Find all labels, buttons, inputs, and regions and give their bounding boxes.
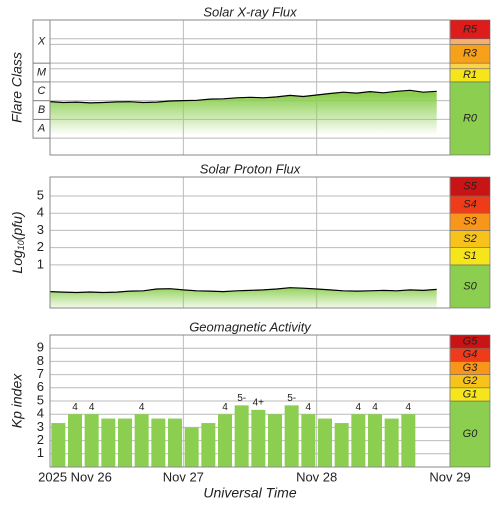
kp-bar: [384, 418, 399, 467]
scale-label: G2: [463, 375, 478, 387]
y-axis-label-part: (pfu): [9, 211, 25, 240]
scale-label: G1: [463, 388, 478, 400]
value-label: 4: [306, 402, 312, 413]
y-tick-label: 9: [37, 340, 44, 355]
kp-bar: [334, 423, 349, 467]
y-tick-label: 7: [37, 366, 44, 381]
y-tick-label: 3: [37, 419, 44, 434]
value-label: 4: [72, 402, 78, 413]
panel-title: Geomagnetic Activity: [189, 319, 312, 334]
y-tick-label: 2: [37, 432, 44, 447]
scale-band: [449, 81, 491, 156]
value-label: 4: [89, 402, 95, 413]
kp-bar: [84, 414, 99, 467]
scale-label: S1: [463, 250, 476, 262]
kp-bar: [234, 405, 249, 467]
scale-label: S3: [463, 216, 477, 228]
kp-bar: [118, 418, 132, 467]
x-tick-label: 2025 Nov 26: [38, 469, 112, 484]
scale-band: [449, 62, 491, 70]
y-tick-label: 4: [37, 406, 44, 421]
flux-line: [49, 89, 437, 104]
kp-bar: [268, 414, 282, 467]
x-axis-label: Universal Time: [203, 485, 296, 501]
kp-bar: [101, 418, 116, 467]
scale-label: R3: [463, 48, 478, 60]
value-label: 4: [372, 402, 378, 413]
flux-fill: [50, 90, 437, 155]
class-label: B: [38, 104, 45, 116]
y-tick-label: 6: [37, 379, 44, 394]
y-axis-label: Kp index: [9, 373, 25, 428]
flux-line: [49, 287, 437, 294]
flux-fill: [50, 287, 437, 308]
scale-label: G4: [463, 349, 478, 361]
kp-bar: [151, 418, 166, 467]
plot-border: [49, 19, 451, 156]
scale-label: S5: [463, 180, 477, 192]
class-label: X: [37, 35, 46, 47]
y-axis-label: Log10(pfu): [9, 211, 27, 273]
kp-bar: [401, 414, 416, 467]
value-label: 5-: [287, 393, 296, 404]
value-label: 4: [356, 402, 362, 413]
y-tick-label: 4: [37, 205, 44, 220]
scale-label: S0: [463, 280, 477, 292]
scale-band: [449, 264, 491, 309]
kp-bar: [318, 418, 332, 467]
scale-label: R0: [463, 112, 478, 124]
kp-bar: [218, 414, 232, 467]
value-label: 4: [139, 402, 145, 413]
scale-band: [449, 400, 491, 468]
plot-border: [49, 334, 451, 468]
y-axis-label: Flare Class: [9, 52, 25, 123]
plot-area: [49, 176, 451, 309]
y-tick-label: 1: [37, 445, 44, 460]
scale-label: R1: [463, 69, 477, 81]
y-axis-label-part: Log: [9, 250, 25, 274]
kp-bar: [368, 414, 382, 467]
kp-bar: [168, 418, 182, 467]
scale-label: S4: [463, 198, 476, 210]
kp-bar: [68, 414, 82, 467]
kp-bar: [351, 414, 366, 467]
scale-band: [449, 38, 491, 45]
scale-label: G0: [463, 428, 479, 440]
kp-bar: [51, 423, 66, 467]
y-tick-label: 2: [37, 239, 44, 254]
kp-bar: [184, 427, 199, 467]
x-tick-label: Nov 28: [296, 469, 337, 484]
class-label: M: [37, 66, 47, 78]
scale-label: R5: [463, 23, 478, 35]
panel-title: Solar X-ray Flux: [203, 4, 297, 19]
kp-bar: [251, 409, 266, 467]
class-label: A: [37, 123, 45, 135]
scale-label: G5: [463, 336, 479, 348]
plot-border: [49, 176, 451, 309]
x-tick-label: Nov 29: [429, 469, 470, 484]
kp-bar: [301, 414, 316, 467]
scale-label: G3: [463, 362, 479, 374]
y-tick-label: 3: [37, 222, 44, 237]
scale-label: S2: [463, 233, 476, 245]
y-axis-label-part: 10: [16, 240, 26, 250]
y-tick-label: 1: [37, 256, 44, 271]
kp-bar: [134, 414, 149, 467]
value-label: 4: [406, 402, 412, 413]
kp-bar: [201, 423, 216, 467]
value-label: 5-: [237, 393, 246, 404]
value-label: 4: [222, 402, 228, 413]
panel-title: Solar Proton Flux: [200, 161, 301, 176]
class-label: C: [38, 85, 46, 97]
y-tick-label: 5: [37, 187, 44, 202]
y-tick-label: 8: [37, 353, 44, 368]
value-label: 4+: [253, 397, 265, 408]
kp-bar: [284, 405, 299, 467]
x-tick-label: Nov 27: [163, 469, 204, 484]
y-tick-label: 5: [37, 392, 44, 407]
